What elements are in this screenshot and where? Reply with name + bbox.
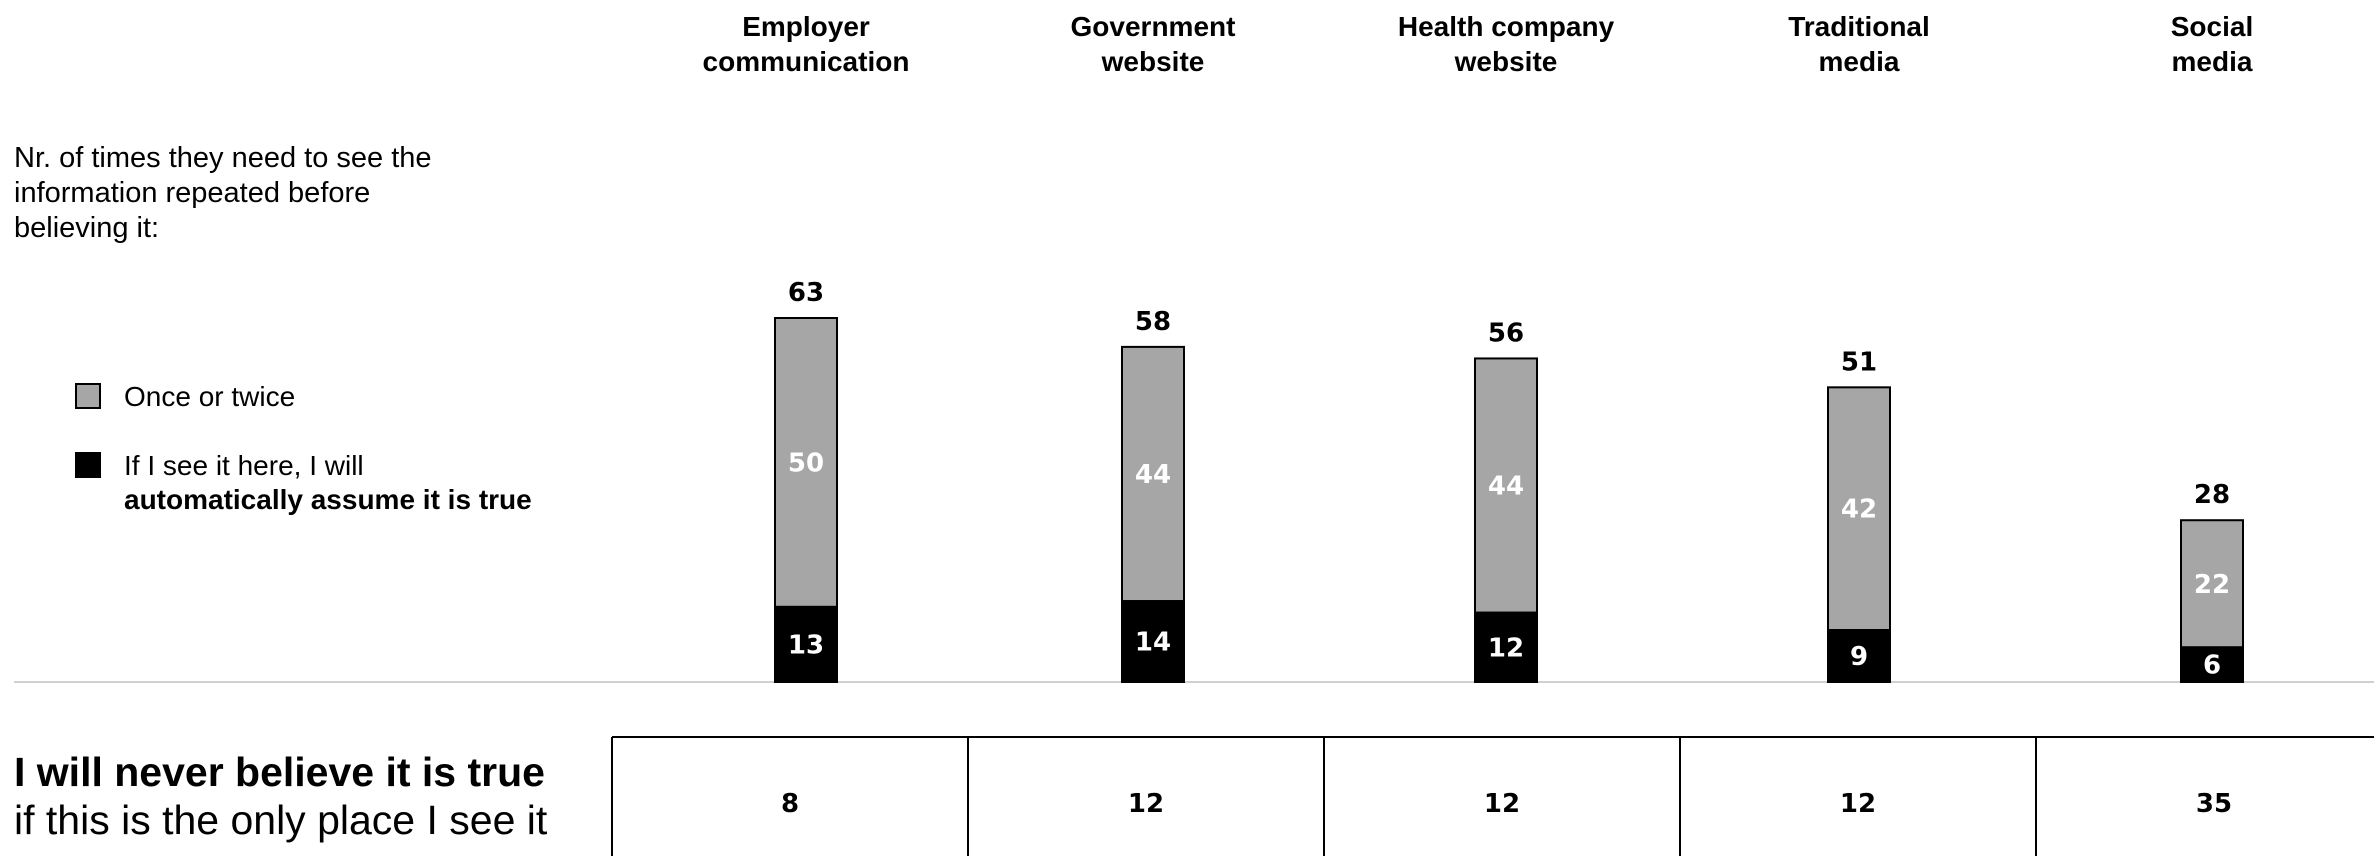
legend-once-text: Once or twice <box>124 381 296 412</box>
data-label-once: 50 <box>788 448 824 478</box>
data-label-total: 51 <box>1841 347 1877 377</box>
never-believe-value: 35 <box>2196 789 2232 819</box>
data-label-once: 42 <box>1841 495 1877 525</box>
legend-label-auto: If I see it here, I will automatically a… <box>124 449 532 517</box>
bar-segment-once <box>1827 386 1891 632</box>
data-label-auto: 9 <box>1850 642 1868 672</box>
bar-segment-auto <box>1121 600 1185 683</box>
never-believe-value: 12 <box>1484 789 1520 819</box>
never-believe-value: 12 <box>1840 789 1876 819</box>
category-label-2: website <box>1101 46 1205 77</box>
data-label-auto: 14 <box>1135 628 1171 658</box>
legend-auto-line1: If I see it here, I will <box>124 450 364 481</box>
never-believe-value: 8 <box>781 789 799 819</box>
data-label-auto: 13 <box>788 630 824 660</box>
legend-label-once: Once or twice <box>124 380 295 414</box>
bar-segment-auto <box>1827 629 1891 683</box>
category-label-2: communication <box>703 46 910 77</box>
bar-segment-once <box>1474 357 1538 614</box>
never-believe-bold: I will never believe it is true <box>14 749 545 795</box>
never-believe-value: 12 <box>1128 789 1164 819</box>
category-label-1: Government <box>1071 11 1236 42</box>
data-label-once: 44 <box>1135 460 1171 490</box>
legend-swatch-auto <box>75 452 101 478</box>
category-label-2: media <box>1819 46 1900 77</box>
category-label-1: Traditional <box>1788 11 1930 42</box>
data-label-once: 44 <box>1488 472 1524 502</box>
category-label-2: media <box>2172 46 2253 77</box>
category-label-1: Social <box>2171 11 2253 42</box>
data-label-auto: 6 <box>2203 651 2221 681</box>
bar-segment-once <box>2180 519 2244 649</box>
data-label-once: 22 <box>2194 570 2230 600</box>
legend-auto-line2: automatically assume it is true <box>124 484 532 515</box>
data-label-total: 28 <box>2194 480 2230 510</box>
category-label-1: Employer <box>742 11 870 42</box>
bar-segment-auto <box>774 605 838 684</box>
data-label-total: 63 <box>788 278 824 308</box>
category-label-1: Health company <box>1398 11 1615 42</box>
bar-segment-auto <box>1474 611 1538 684</box>
question-text: Nr. of times they need to see the inform… <box>14 142 432 244</box>
legend-swatch-once <box>75 383 101 409</box>
data-label-total: 56 <box>1488 318 1524 348</box>
data-label-total: 58 <box>1135 307 1171 337</box>
bar-segment-auto <box>2180 646 2244 683</box>
never-believe-rest: if this is the only place I see it <box>14 797 548 843</box>
legend-item-auto: If I see it here, I will automatically a… <box>75 449 532 517</box>
category-label-2: website <box>1454 46 1558 77</box>
legend-item-once: Once or twice <box>75 380 295 414</box>
never-believe-label: I will never believe it is true if this … <box>14 748 614 844</box>
data-label-auto: 12 <box>1488 633 1524 663</box>
